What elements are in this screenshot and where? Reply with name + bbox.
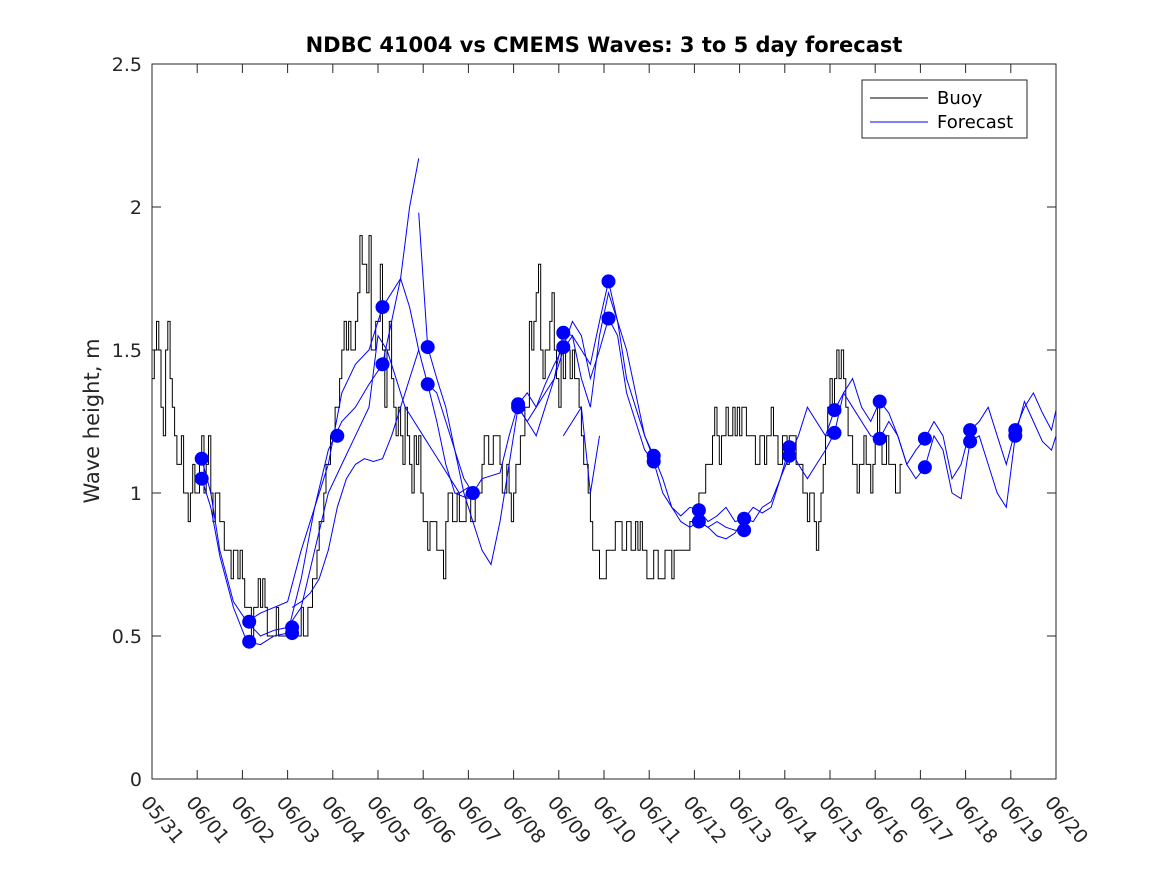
forecast-initial-point bbox=[917, 431, 932, 446]
forecast-initial-point bbox=[420, 377, 435, 392]
legend-label-forecast: Forecast bbox=[937, 112, 1013, 133]
legend-label-buoy: Buoy bbox=[937, 88, 983, 109]
forecast-initial-point bbox=[375, 300, 390, 315]
x-tick-label: 06/12 bbox=[679, 792, 731, 848]
x-tick-label: 06/04 bbox=[317, 792, 369, 848]
forecast-series-line-10 bbox=[562, 405, 600, 494]
forecast-initial-point bbox=[330, 428, 345, 443]
forecast-initial-point bbox=[917, 460, 932, 475]
forecast-initial-point bbox=[872, 394, 887, 409]
chart-title: NDBC 41004 vs CMEMS Waves: 3 to 5 day fo… bbox=[306, 33, 903, 57]
forecast-initial-point bbox=[737, 523, 752, 538]
forecast-series-line-4 bbox=[418, 212, 655, 566]
x-tick-label: 06/03 bbox=[272, 792, 324, 848]
y-axis: 0 0.5 1 1.5 2 2.5 bbox=[112, 54, 1056, 791]
forecast-initial-point bbox=[782, 448, 797, 463]
y-tick-label: 2 bbox=[130, 197, 142, 219]
x-tick-label: 06/11 bbox=[633, 792, 685, 848]
x-tick-label: 06/07 bbox=[453, 792, 505, 848]
forecast-initial-point bbox=[556, 340, 571, 355]
x-tick-label: 06/08 bbox=[498, 792, 550, 848]
forecast-series-line-5 bbox=[427, 317, 745, 531]
forecast-initial-point bbox=[242, 634, 257, 649]
forecast-initial-point bbox=[646, 454, 661, 469]
y-tick-label: 0.5 bbox=[112, 626, 142, 648]
x-tick-label: 06/02 bbox=[227, 792, 279, 848]
y-tick-label: 1 bbox=[130, 483, 142, 505]
forecast-initial-point bbox=[872, 431, 887, 446]
x-tick-label: 06/14 bbox=[769, 792, 821, 848]
x-tick-label: 06/15 bbox=[814, 792, 866, 848]
forecast-initial-point bbox=[375, 357, 390, 372]
forecast-initial-point bbox=[511, 400, 526, 415]
x-tick-label: 06/05 bbox=[362, 792, 414, 848]
x-tick-label: 06/06 bbox=[407, 792, 459, 848]
forecast-initial-point bbox=[963, 434, 978, 449]
forecast-initial-point bbox=[601, 311, 616, 326]
buoy-series-line bbox=[152, 235, 903, 637]
y-axis-title: Wave height, m bbox=[80, 338, 104, 503]
forecast-initial-point bbox=[827, 425, 842, 440]
forecast-initial-point bbox=[691, 514, 706, 529]
forecast-initial-point bbox=[285, 626, 300, 641]
forecast-initial-point bbox=[827, 403, 842, 418]
x-tick-label: 05/31 bbox=[136, 792, 188, 848]
forecast-initial-point bbox=[556, 325, 571, 340]
forecast-initial-point bbox=[420, 340, 435, 355]
forecast-initial-point bbox=[194, 451, 209, 466]
marker-layer bbox=[194, 274, 1023, 649]
x-tick-label: 06/16 bbox=[859, 792, 911, 848]
forecast-series-line-3 bbox=[246, 158, 420, 623]
forecast-series-line-9 bbox=[291, 349, 420, 608]
y-tick-label: 2.5 bbox=[112, 54, 142, 76]
plot-area bbox=[151, 63, 1057, 780]
x-tick-label: 06/17 bbox=[905, 792, 957, 848]
legend-box bbox=[861, 79, 1028, 139]
forecast-initial-point bbox=[1008, 428, 1023, 443]
legend: Buoy Forecast bbox=[861, 79, 1028, 139]
x-tick-label: 06/19 bbox=[995, 792, 1047, 848]
forecast-initial-point bbox=[601, 274, 616, 289]
x-tick-label: 06/01 bbox=[181, 792, 233, 848]
x-tick-label: 06/18 bbox=[950, 792, 1002, 848]
x-tick-label: 06/20 bbox=[1040, 792, 1092, 848]
x-tick-label: 06/13 bbox=[724, 792, 776, 848]
x-tick-label: 06/10 bbox=[588, 792, 640, 848]
x-tick-label: 06/09 bbox=[543, 792, 595, 848]
forecast-initial-point bbox=[465, 486, 480, 500]
forecast-initial-point bbox=[242, 614, 257, 629]
y-tick-label: 0 bbox=[130, 769, 142, 791]
y-tick-label: 1.5 bbox=[112, 340, 142, 362]
forecast-initial-point bbox=[194, 471, 209, 486]
